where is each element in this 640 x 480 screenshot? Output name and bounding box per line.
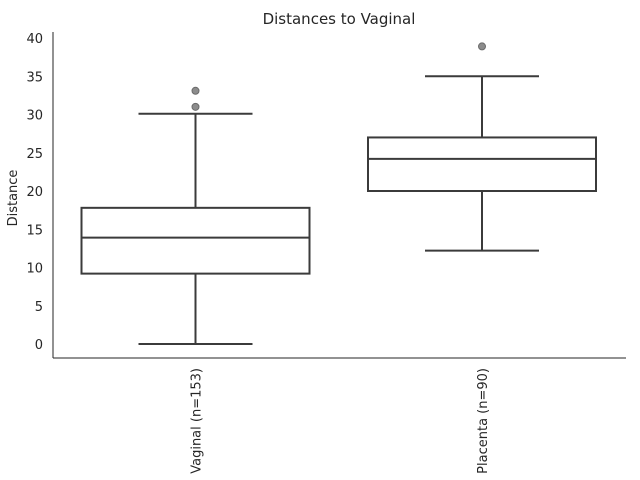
y-tick-label: 30: [26, 109, 43, 124]
chart-title: Distances to Vaginal: [263, 10, 416, 28]
outlier-point: [191, 86, 200, 95]
y-tick-label: 35: [26, 70, 43, 85]
box-group: [367, 42, 597, 252]
y-tick-label: 15: [26, 223, 43, 238]
x-ticks: Vaginal (n=153) Placenta (n=90): [190, 368, 492, 474]
box-group: [80, 86, 311, 345]
iqr-box: [80, 206, 311, 275]
outlier-point: [191, 102, 200, 111]
iqr-box: [367, 136, 597, 192]
y-tick-label: 5: [35, 300, 43, 315]
x-tick-label: Vaginal (n=153): [190, 368, 205, 474]
y-tick-label: 20: [26, 185, 43, 200]
y-tick-label: 25: [26, 147, 43, 162]
y-tick-label: 40: [26, 32, 43, 47]
x-tick-label: Placenta (n=90): [476, 368, 491, 474]
y-tick-label: 0: [35, 338, 43, 353]
y-tick-label: 10: [26, 262, 43, 277]
boxes: [80, 42, 597, 345]
y-axis-label: Distance: [6, 170, 21, 227]
outlier-point: [478, 42, 486, 51]
y-ticks: 0 5 10 15 20 25 30 35 40: [26, 32, 43, 353]
